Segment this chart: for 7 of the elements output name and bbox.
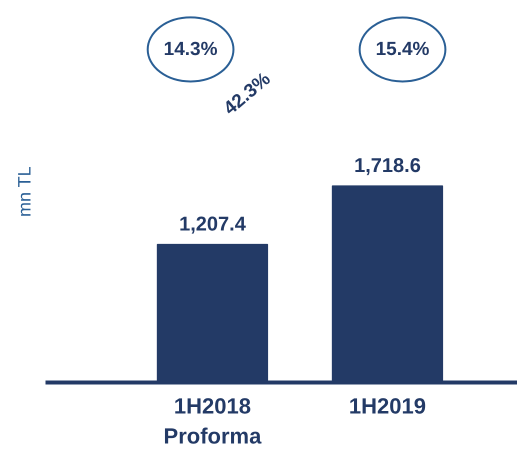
x-tick-label: 1H2018 Proforma xyxy=(164,394,262,448)
y-axis-title: mn TL xyxy=(14,166,34,218)
x-tick-label: 1H2019 xyxy=(348,394,426,418)
text: 15.4% xyxy=(376,38,430,60)
data-label: 1,718.6 xyxy=(354,154,421,177)
text: 14.3% xyxy=(164,38,218,60)
data-label: 1,207.4 xyxy=(179,213,247,236)
